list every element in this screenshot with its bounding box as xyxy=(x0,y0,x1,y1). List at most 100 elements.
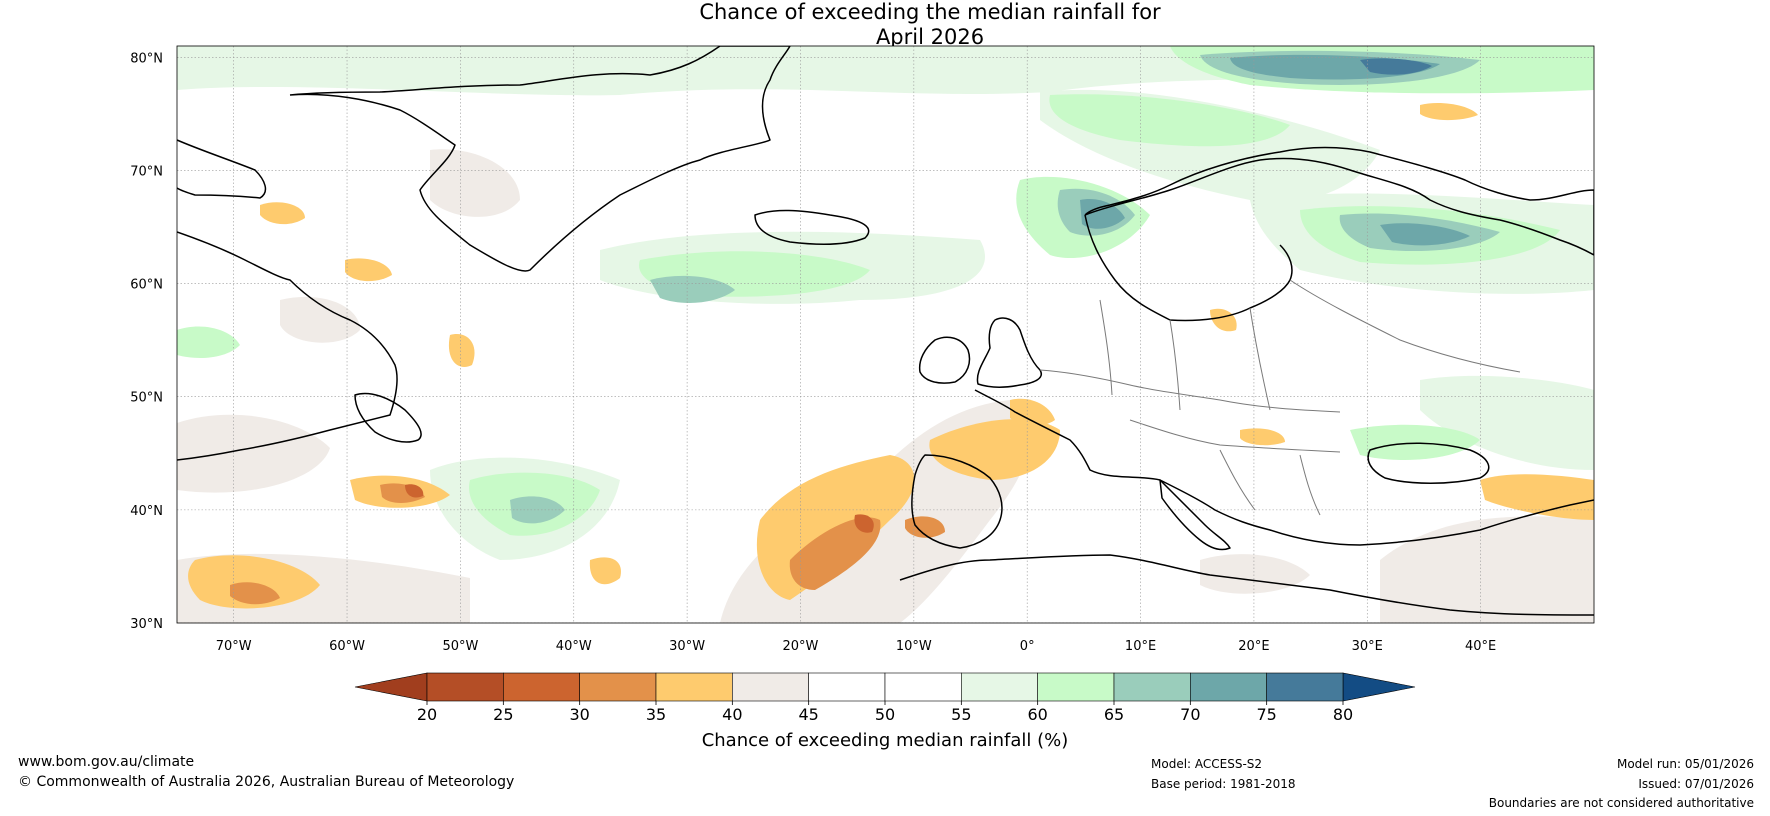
lat-tick-label: 30°N xyxy=(130,617,163,632)
coastline-greenland xyxy=(289,46,791,272)
field-75-80 xyxy=(1360,58,1432,75)
field-70-75 xyxy=(1380,223,1470,246)
coastline-scandinavia xyxy=(1084,146,1594,256)
lon-tick-label: 0° xyxy=(1020,639,1035,654)
model-text: Model: ACCESS-S2 xyxy=(1151,757,1263,771)
lon-tick-label: 30°E xyxy=(1352,639,1383,654)
field-35-40 xyxy=(929,419,1060,480)
lon-tick-label: 20°E xyxy=(1238,639,1269,654)
lat-tick-label: 60°N xyxy=(130,278,163,293)
colorbar-segment xyxy=(808,672,886,702)
field-35-40 xyxy=(1240,428,1285,446)
field-35-40 xyxy=(1210,308,1237,332)
field-30-35 xyxy=(789,517,881,590)
lat-tick-label: 70°N xyxy=(130,164,163,179)
field-25-30 xyxy=(405,484,424,498)
graticule xyxy=(177,46,1594,623)
colorbar-segment xyxy=(655,672,733,702)
field-45-50 xyxy=(430,149,520,217)
colorbar-tick-label: 80 xyxy=(1333,705,1353,724)
field-60-65 xyxy=(1350,424,1480,460)
field-30-35 xyxy=(905,516,945,538)
longitude-labels: 70°W 60°W 50°W 40°W 30°W 20°W 10°W 0° 10°E 20°E 30… xyxy=(216,639,1497,654)
coastline-black-sea xyxy=(1367,442,1490,484)
lon-tick-label: 60°W xyxy=(329,639,365,654)
coastline-newfoundland xyxy=(354,392,422,443)
colorbar-tick-label: 70 xyxy=(1180,705,1200,724)
coastline-baltic xyxy=(1084,214,1293,322)
field-60-65 xyxy=(1049,94,1290,147)
field-65-70 xyxy=(650,275,735,303)
field-25-30 xyxy=(854,514,874,533)
colorbar-segment xyxy=(1037,672,1115,702)
base-period-text: Base period: 1981-2018 xyxy=(1151,777,1296,791)
map-title: Chance of exceeding the median rainfall … xyxy=(0,0,1770,50)
field-30-35 xyxy=(230,582,280,605)
copyright-text: © Commonwealth of Australia 2026, Austra… xyxy=(18,774,515,790)
model-run-text: Model run: 05/01/2026 xyxy=(1616,757,1754,771)
colorbar-tick-label: 60 xyxy=(1027,705,1047,724)
colorbar-segment xyxy=(961,672,1038,702)
disclaimer-text: Boundaries are not considered authoritat… xyxy=(1488,796,1754,810)
colorbar-segment xyxy=(732,672,809,702)
field-35-40 xyxy=(188,555,320,609)
lon-tick-label: 10°W xyxy=(896,639,932,654)
issued-text: Issued: 07/01/2026 xyxy=(1638,777,1754,791)
coastline-britain xyxy=(976,317,1042,388)
field-60-65 xyxy=(177,326,240,358)
lat-tick-label: 50°N xyxy=(130,391,163,406)
colorbar-label: Chance of exceeding median rainfall (%) xyxy=(702,730,1069,751)
field-35-40 xyxy=(1480,474,1594,520)
country-boundaries xyxy=(1039,279,1521,516)
colorbar-tick-label: 50 xyxy=(875,705,895,724)
colorbar-segment xyxy=(579,672,657,702)
colorbar-over-extension xyxy=(1342,672,1416,702)
lon-tick-label: 70°W xyxy=(216,639,252,654)
title-line-1: Chance of exceeding the median rainfall … xyxy=(699,0,1161,24)
colorbar-tick-label: 25 xyxy=(493,705,513,724)
colorbar-tick-label: 55 xyxy=(951,705,971,724)
lat-tick-label: 80°N xyxy=(130,51,163,66)
colorbar-segment xyxy=(1266,672,1344,702)
lon-tick-label: 50°W xyxy=(442,639,478,654)
coastline-ireland xyxy=(918,336,971,384)
lon-tick-label: 30°W xyxy=(669,639,705,654)
coastline-iberia xyxy=(911,454,1003,549)
colorbar-segment xyxy=(503,672,580,702)
field-45-50 xyxy=(177,414,330,493)
field-45-50 xyxy=(280,296,360,343)
field-55-60 xyxy=(1420,375,1594,470)
field-35-40 xyxy=(260,202,305,225)
coastlines xyxy=(177,46,1594,616)
lon-tick-label: 20°W xyxy=(783,639,819,654)
coastline-italy xyxy=(1159,479,1231,551)
rainfall-probability-field xyxy=(177,46,1594,623)
colorbar-tick-label: 45 xyxy=(798,705,818,724)
coastline-iceland xyxy=(754,209,870,245)
colorbar: 20 25 30 35 40 45 50 55 60 65 70 75 80 xyxy=(354,672,1416,724)
map-border xyxy=(176,45,1595,624)
colorbar-segment xyxy=(426,672,504,702)
colorbar-tick-label: 75 xyxy=(1256,705,1276,724)
lon-tick-label: 10°E xyxy=(1125,639,1156,654)
colorbar-tick-label: 20 xyxy=(417,705,437,724)
field-35-40 xyxy=(448,334,475,367)
lon-tick-label: 40°E xyxy=(1465,639,1496,654)
colorbar-segment xyxy=(884,672,962,702)
lat-tick-label: 40°N xyxy=(130,504,163,519)
latitude-labels: 80°N 70°N 60°N 50°N 40°N 30°N xyxy=(130,51,163,632)
colorbar-tick-label: 65 xyxy=(1104,705,1124,724)
field-35-40 xyxy=(589,557,621,585)
coastline-labrador xyxy=(177,231,398,461)
field-35-40 xyxy=(1420,103,1478,121)
colorbar-tick-label: 30 xyxy=(569,705,589,724)
coastline-baffin xyxy=(177,139,267,199)
colorbar-under-extension xyxy=(354,672,428,702)
website-link[interactable]: www.bom.gov.au/climate xyxy=(18,754,195,770)
colorbar-tick-label: 40 xyxy=(722,705,742,724)
field-35-40 xyxy=(1010,398,1055,427)
field-35-40 xyxy=(345,258,392,282)
colorbar-segment xyxy=(1113,672,1191,702)
colorbar-tick-label: 35 xyxy=(646,705,666,724)
